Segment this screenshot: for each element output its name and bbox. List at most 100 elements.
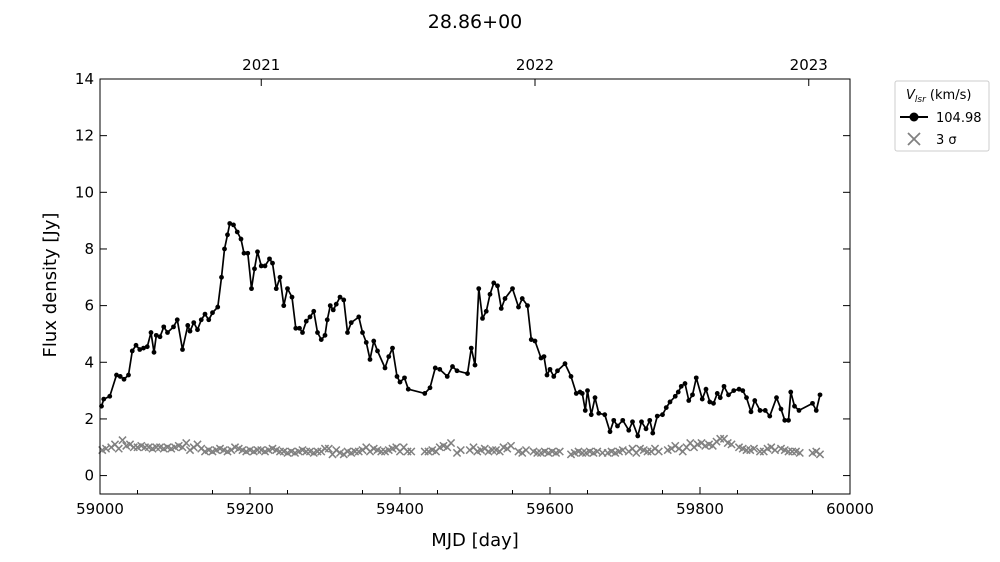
flux-point (137, 347, 143, 352)
flux-point (480, 315, 485, 321)
sigma-marker (118, 436, 127, 445)
flux-point (174, 317, 180, 323)
flux-point (620, 417, 626, 423)
flux-point (258, 263, 264, 269)
flux-point (682, 381, 688, 386)
plot-frame (99, 78, 851, 495)
flux-point (782, 417, 788, 423)
x-tick-label: 59800 (676, 500, 724, 518)
top-year-label: 2023 (790, 56, 828, 74)
flux-point (324, 317, 330, 323)
flux-point (491, 280, 497, 286)
flux-point (498, 306, 504, 311)
flux-point (371, 338, 377, 344)
flux-point (748, 409, 754, 415)
flux-point (348, 320, 354, 326)
x-axis-label: MJD [day] (431, 530, 519, 551)
flux-point (602, 412, 608, 418)
flux-point (114, 372, 119, 378)
legend-sigma-marker (907, 132, 921, 146)
flux-point (525, 303, 530, 309)
flux-point (394, 374, 400, 379)
flux-point (341, 297, 347, 303)
flux-point (788, 389, 794, 395)
flux-point (573, 391, 579, 396)
flux-point (472, 362, 478, 368)
y-tick-label: 14 (75, 70, 94, 88)
flux-point (579, 391, 585, 396)
flux-point (405, 386, 411, 392)
top-year-label: 2021 (242, 56, 280, 74)
legend-title-suffix: (km/s) (926, 88, 972, 103)
flux-point (714, 391, 720, 396)
flux-point (360, 330, 365, 335)
flux-point (255, 249, 260, 255)
flux-point (639, 419, 644, 425)
x-tick-label: 59400 (376, 500, 424, 518)
flux-point (487, 291, 493, 297)
flux-point (375, 348, 380, 354)
flux-point (778, 406, 784, 412)
flux-point (678, 383, 684, 389)
flux-point (596, 410, 602, 416)
flux-point (356, 314, 362, 320)
flux-point (643, 426, 649, 432)
flux-point (703, 386, 709, 392)
flux-point (502, 296, 508, 301)
flux-point (585, 388, 590, 394)
flux-point (245, 250, 251, 256)
flux-point (191, 320, 197, 326)
flux-point (241, 250, 247, 256)
flux-point (277, 274, 283, 280)
flux-point (153, 332, 159, 338)
legend-entry-sigma: 3 σ (936, 133, 957, 148)
flux-point (215, 304, 221, 310)
flux-point (225, 232, 230, 238)
x-tick-label: 60000 (826, 500, 874, 518)
flux-point (129, 348, 135, 354)
flux-point (330, 307, 336, 313)
x-tick-label: 59000 (76, 500, 124, 518)
flux-point (667, 399, 673, 405)
flux-point (318, 337, 324, 343)
flux-point (721, 383, 727, 389)
flux-point (740, 388, 746, 394)
sigma-marker (654, 447, 663, 456)
flux-point (607, 429, 613, 435)
y-tick-label: 4 (84, 353, 94, 371)
flux-point (293, 325, 299, 331)
sigma-marker (114, 444, 123, 453)
flux-point (148, 330, 154, 335)
flux-point (774, 395, 779, 401)
flux-point (161, 324, 167, 330)
sigma-marker (324, 444, 333, 453)
flux-point (202, 311, 208, 317)
flux-point (731, 388, 737, 394)
flux-point (382, 365, 388, 371)
legend-title-subscript: lsr (915, 95, 927, 105)
flux-point (528, 337, 534, 343)
flux-series-points (99, 221, 823, 439)
flux-point (650, 430, 656, 436)
flux-point (337, 294, 343, 300)
flux-point (611, 417, 617, 423)
flux-point (144, 344, 150, 350)
flux-point (495, 283, 500, 289)
flux-point (711, 400, 716, 406)
flux-point (454, 368, 460, 374)
flux-point (444, 374, 450, 379)
flux-point (252, 266, 257, 272)
flux-point (267, 256, 272, 262)
flux-point (386, 354, 392, 360)
flux-point (333, 301, 339, 307)
y-tick-label: 6 (84, 297, 94, 315)
flux-point (813, 408, 819, 413)
flux-point (796, 408, 802, 413)
y-tick-label: 2 (84, 410, 94, 428)
flux-point (817, 392, 823, 398)
flux-point (516, 304, 521, 310)
flux-point (437, 366, 443, 372)
flux-point (249, 286, 254, 292)
flux-point (297, 325, 302, 331)
flux-point (185, 323, 191, 328)
